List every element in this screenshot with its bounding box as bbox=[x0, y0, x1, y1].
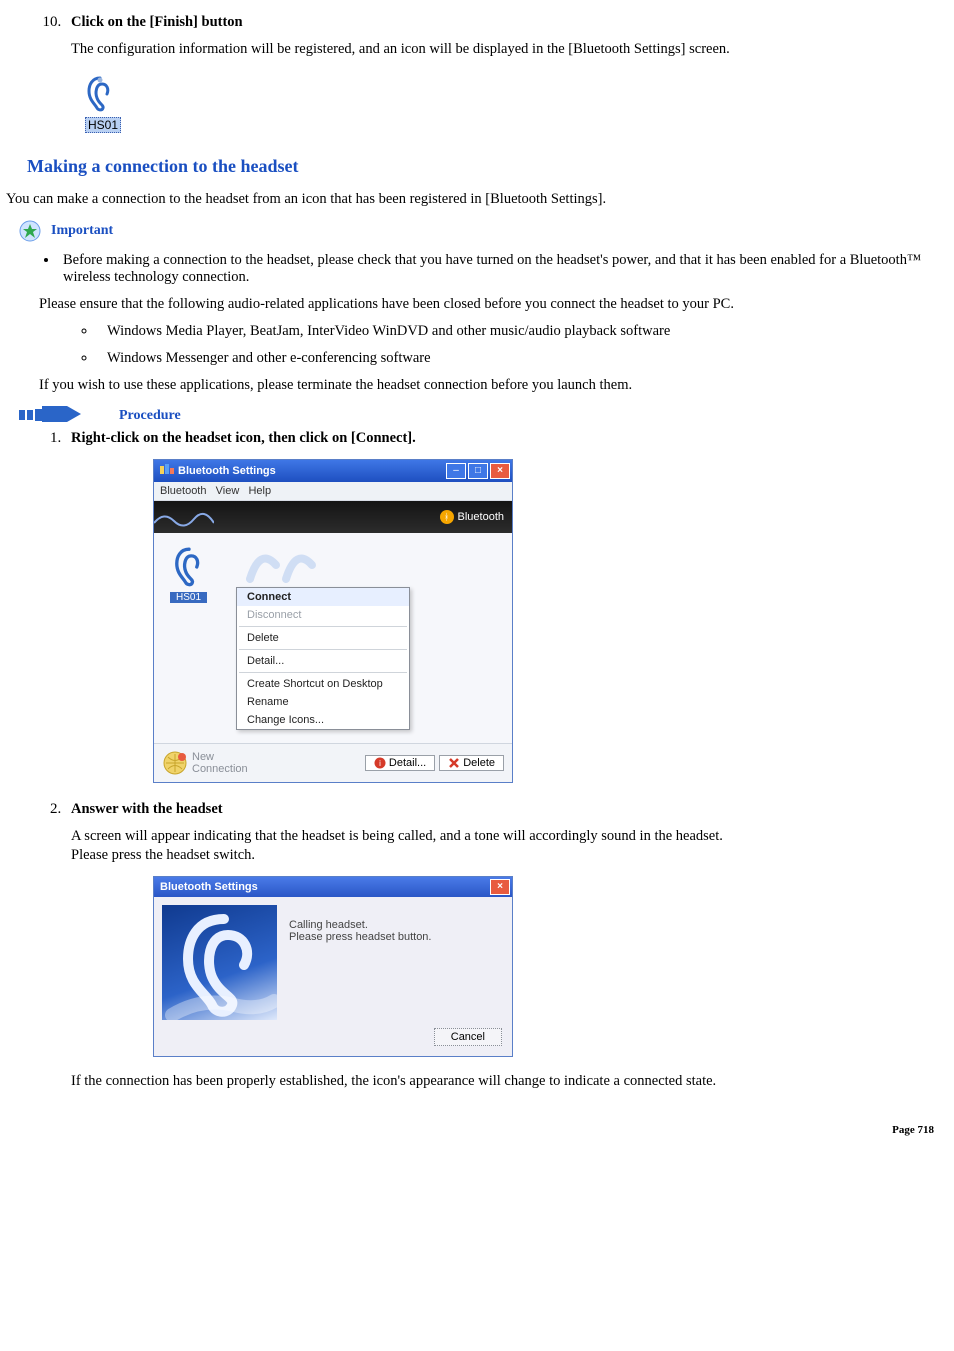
step-10-title: Click on the [Finish] button bbox=[71, 14, 946, 31]
hs01-label: HS01 bbox=[85, 117, 121, 133]
procedure-row: Procedure bbox=[19, 404, 946, 424]
apps-item-1: Windows Media Player, BeatJam, InterVide… bbox=[97, 323, 946, 340]
terminate-text: If you wish to use these applications, p… bbox=[39, 377, 946, 394]
important-bullet-1: Before making a connection to the headse… bbox=[59, 252, 946, 286]
calling-dialog: Bluetooth Settings × Calling headset. Pl… bbox=[153, 876, 513, 1057]
wave-icon bbox=[154, 507, 214, 527]
page-footer: Page 718 bbox=[3, 1124, 946, 1136]
delete-button-label: Delete bbox=[463, 757, 495, 769]
close-button[interactable]: × bbox=[490, 463, 510, 479]
ensure-text: Please ensure that the following audio-r… bbox=[39, 296, 946, 313]
ctx-disconnect: Disconnect bbox=[237, 606, 409, 624]
dialog-body: Calling headset. Please press headset bu… bbox=[154, 897, 512, 1028]
dialog-close-button[interactable]: × bbox=[490, 879, 510, 895]
procedure-step-2: Answer with the headset A screen will ap… bbox=[65, 801, 946, 1090]
detail-button[interactable]: i Detail... bbox=[365, 755, 435, 771]
ear-icon bbox=[85, 76, 115, 112]
procedure-step-1: Right-click on the headset icon, then cl… bbox=[65, 430, 946, 783]
new-connection-label-2: Connection bbox=[192, 763, 248, 775]
window-titlebar: Bluetooth Settings – □ × bbox=[154, 460, 512, 482]
globe-icon bbox=[162, 750, 188, 776]
apps-item-2: Windows Messenger and other e-conferenci… bbox=[97, 350, 946, 367]
bluetooth-logo: ᚼ Bluetooth bbox=[440, 510, 504, 524]
procedure-step-2-title: Answer with the headset bbox=[71, 801, 946, 818]
step-10: Click on the [Finish] button The configu… bbox=[65, 14, 946, 58]
window-title: Bluetooth Settings bbox=[178, 465, 276, 477]
dialog-titlebar: Bluetooth Settings × bbox=[154, 877, 512, 897]
procedure-step-2-p1: A screen will appear indicating that the… bbox=[71, 828, 946, 845]
cancel-button[interactable]: Cancel bbox=[434, 1028, 502, 1046]
important-bullets: Before making a connection to the headse… bbox=[3, 252, 946, 286]
bluetooth-glyph-icon: ᚼ bbox=[440, 510, 454, 524]
new-connection-label-1: New bbox=[192, 751, 248, 763]
bluetooth-settings-window: Bluetooth Settings – □ × Bluetooth View … bbox=[153, 459, 513, 783]
ctx-shortcut[interactable]: Create Shortcut on Desktop bbox=[237, 675, 409, 693]
window-footer: New Connection i Detail... Delete bbox=[154, 743, 512, 782]
delete-x-icon bbox=[448, 757, 460, 769]
dialog-text: Calling headset. Please press headset bu… bbox=[277, 905, 439, 1020]
hs01-device-icon: HS01 bbox=[85, 76, 121, 134]
window-body: HS01 Connect Disconnect Delete Detail...… bbox=[154, 533, 512, 743]
new-connection[interactable]: New Connection bbox=[162, 750, 248, 776]
window-menubar: Bluetooth View Help bbox=[154, 482, 512, 501]
delete-button[interactable]: Delete bbox=[439, 755, 504, 771]
procedure-step-2-p2: Please press the headset switch. bbox=[71, 847, 946, 864]
star-icon bbox=[19, 220, 41, 242]
device-icon[interactable]: HS01 bbox=[170, 547, 207, 603]
step-10-list: Click on the [Finish] button The configu… bbox=[3, 14, 946, 58]
ctx-rename[interactable]: Rename bbox=[237, 693, 409, 711]
dialog-line-1: Calling headset. bbox=[289, 919, 431, 931]
bluetooth-waves-icon bbox=[240, 539, 330, 591]
step-10-text: The configuration information will be re… bbox=[71, 41, 946, 58]
ctx-delete[interactable]: Delete bbox=[237, 629, 409, 647]
dialog-title: Bluetooth Settings bbox=[160, 881, 258, 893]
apps-list: Windows Media Player, BeatJam, InterVide… bbox=[3, 323, 946, 367]
dialog-ear-image bbox=[162, 905, 277, 1020]
info-icon: i bbox=[374, 757, 386, 769]
window-header: ᚼ Bluetooth bbox=[154, 501, 512, 533]
detail-button-label: Detail... bbox=[389, 757, 426, 769]
menu-help[interactable]: Help bbox=[248, 485, 271, 497]
procedure-step-1-title: Right-click on the headset icon, then cl… bbox=[71, 430, 946, 447]
procedure-arrow-icon bbox=[19, 404, 83, 424]
procedure-label: Procedure bbox=[119, 408, 181, 424]
procedure-list: Right-click on the headset icon, then cl… bbox=[3, 430, 946, 1090]
menu-bluetooth[interactable]: Bluetooth bbox=[160, 485, 206, 497]
important-label: Important bbox=[51, 223, 113, 239]
minimize-button[interactable]: – bbox=[446, 463, 466, 479]
ctx-change-icons[interactable]: Change Icons... bbox=[237, 711, 409, 729]
bt-title-icon bbox=[160, 464, 174, 479]
ctx-connect[interactable]: Connect bbox=[237, 588, 409, 606]
section-intro: You can make a connection to the headset… bbox=[6, 191, 946, 208]
svg-text:i: i bbox=[379, 759, 381, 768]
procedure-step-2-after: If the connection has been properly esta… bbox=[71, 1073, 946, 1090]
menu-view[interactable]: View bbox=[216, 485, 240, 497]
bluetooth-logo-text: Bluetooth bbox=[458, 511, 504, 523]
maximize-button[interactable]: □ bbox=[468, 463, 488, 479]
dialog-footer: Cancel bbox=[154, 1028, 512, 1056]
dialog-line-2: Please press headset button. bbox=[289, 931, 431, 943]
device-label: HS01 bbox=[170, 592, 207, 603]
context-menu: Connect Disconnect Delete Detail... Crea… bbox=[236, 587, 410, 730]
ctx-detail[interactable]: Detail... bbox=[237, 652, 409, 670]
section-heading: Making a connection to the headset bbox=[27, 156, 946, 177]
important-row: Important bbox=[19, 220, 946, 242]
ear-icon bbox=[172, 547, 206, 587]
